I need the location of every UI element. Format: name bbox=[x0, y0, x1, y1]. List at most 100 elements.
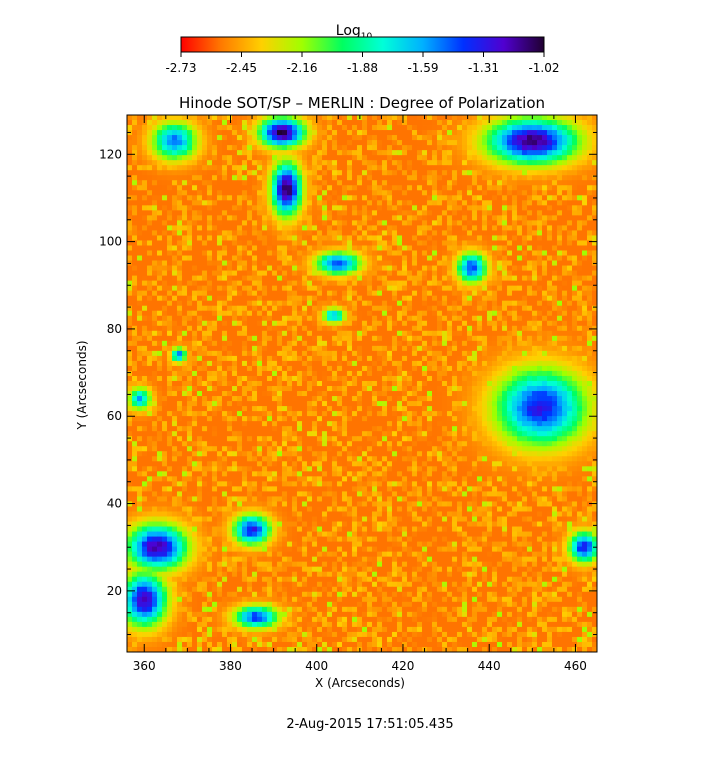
heatmap-cell bbox=[147, 220, 153, 226]
heatmap-cell bbox=[542, 300, 548, 307]
heatmap-cell bbox=[237, 120, 243, 126]
heatmap-cell bbox=[477, 175, 483, 181]
heatmap-cell bbox=[492, 360, 498, 367]
heatmap-cell bbox=[182, 115, 188, 121]
heatmap-cell bbox=[367, 335, 373, 342]
heatmap-cell bbox=[352, 205, 358, 211]
heatmap-cell bbox=[447, 115, 453, 121]
heatmap-cell bbox=[492, 325, 498, 332]
heatmap-cell bbox=[242, 370, 248, 377]
colorbar-tick-label: -2.45 bbox=[226, 61, 257, 75]
heatmap-cell bbox=[492, 285, 498, 292]
heatmap-cell bbox=[357, 195, 363, 201]
heatmap-cell bbox=[257, 235, 263, 241]
heatmap-cell bbox=[377, 190, 383, 196]
heatmap-cell bbox=[127, 335, 133, 342]
heatmap-cell bbox=[457, 325, 463, 332]
heatmap-cell bbox=[232, 160, 238, 166]
heatmap-cell bbox=[212, 335, 218, 342]
heatmap-cell bbox=[552, 350, 558, 357]
heatmap-cell bbox=[377, 140, 383, 146]
heatmap-cell bbox=[497, 235, 503, 241]
heatmap-cell bbox=[407, 160, 413, 166]
heatmap-cell bbox=[452, 335, 458, 342]
heatmap-cell bbox=[487, 200, 493, 206]
heatmap-cell bbox=[332, 265, 338, 271]
heatmap-cell bbox=[432, 300, 438, 307]
heatmap-cell bbox=[132, 215, 138, 221]
heatmap-cell bbox=[212, 230, 218, 236]
heatmap-cell bbox=[202, 140, 208, 146]
heatmap-cell bbox=[262, 305, 268, 312]
heatmap-cell bbox=[497, 135, 503, 141]
heatmap-cell bbox=[397, 225, 403, 231]
heatmap-cell bbox=[382, 350, 388, 357]
heatmap-cell bbox=[242, 175, 248, 181]
heatmap-cell bbox=[137, 365, 143, 372]
heatmap-cell bbox=[137, 165, 143, 171]
heatmap-cell bbox=[442, 340, 448, 347]
heatmap-cell bbox=[322, 195, 328, 201]
heatmap-cell bbox=[377, 130, 383, 136]
heatmap-cell bbox=[412, 290, 418, 297]
heatmap-cell bbox=[337, 315, 343, 322]
heatmap-cell bbox=[207, 215, 213, 221]
heatmap-cell bbox=[472, 320, 478, 327]
heatmap-cell bbox=[217, 350, 223, 357]
heatmap-cell bbox=[517, 220, 523, 226]
heatmap-cell bbox=[482, 180, 488, 186]
heatmap-cell bbox=[527, 200, 533, 206]
heatmap-cell bbox=[587, 370, 593, 377]
heatmap-cell bbox=[237, 165, 243, 171]
heatmap-cell bbox=[292, 190, 298, 196]
heatmap-cell bbox=[387, 370, 393, 377]
heatmap-cell bbox=[437, 315, 443, 322]
heatmap-cell bbox=[297, 190, 303, 196]
heatmap-cell bbox=[407, 275, 413, 282]
heatmap-cell bbox=[497, 170, 503, 176]
heatmap-cell bbox=[222, 310, 228, 317]
heatmap-cell bbox=[452, 265, 458, 271]
heatmap-cell bbox=[292, 125, 298, 131]
heatmap-cell bbox=[202, 180, 208, 186]
heatmap-cell bbox=[272, 290, 278, 297]
heatmap-cell bbox=[392, 275, 398, 282]
heatmap-cell bbox=[432, 315, 438, 322]
heatmap-cell bbox=[252, 275, 258, 282]
heatmap-cell bbox=[312, 350, 318, 357]
heatmap-cell bbox=[472, 205, 478, 211]
heatmap-cell bbox=[237, 330, 243, 337]
heatmap-cell bbox=[522, 370, 528, 377]
heatmap-cell bbox=[462, 325, 468, 332]
heatmap-cell bbox=[582, 155, 588, 161]
heatmap-cell bbox=[337, 260, 343, 266]
heatmap-cell bbox=[462, 355, 468, 362]
heatmap-cell bbox=[387, 250, 393, 256]
heatmap-cell bbox=[217, 250, 223, 256]
heatmap-cell bbox=[357, 270, 363, 276]
heatmap-cell bbox=[557, 315, 563, 322]
heatmap-cell bbox=[487, 225, 493, 231]
heatmap-cell bbox=[152, 215, 158, 221]
heatmap-cell bbox=[387, 330, 393, 337]
heatmap-cell bbox=[437, 365, 443, 372]
heatmap-cell bbox=[517, 270, 523, 276]
heatmap-cell bbox=[492, 355, 498, 362]
heatmap-cell bbox=[237, 155, 243, 161]
heatmap-cell bbox=[177, 330, 183, 337]
heatmap-cell bbox=[472, 340, 478, 347]
heatmap-cell bbox=[277, 370, 283, 377]
heatmap-cell bbox=[452, 250, 458, 256]
heatmap-cell bbox=[557, 260, 563, 266]
heatmap-cell bbox=[447, 295, 453, 302]
heatmap-cell bbox=[387, 160, 393, 166]
heatmap-cell bbox=[277, 340, 283, 347]
heatmap-cell bbox=[507, 295, 513, 302]
heatmap-cell bbox=[427, 370, 433, 377]
heatmap-cell bbox=[587, 330, 593, 337]
heatmap-cell bbox=[462, 295, 468, 302]
heatmap-cell bbox=[332, 315, 338, 322]
heatmap-cell bbox=[377, 355, 383, 362]
heatmap-cell bbox=[212, 265, 218, 271]
heatmap-cell bbox=[382, 325, 388, 332]
